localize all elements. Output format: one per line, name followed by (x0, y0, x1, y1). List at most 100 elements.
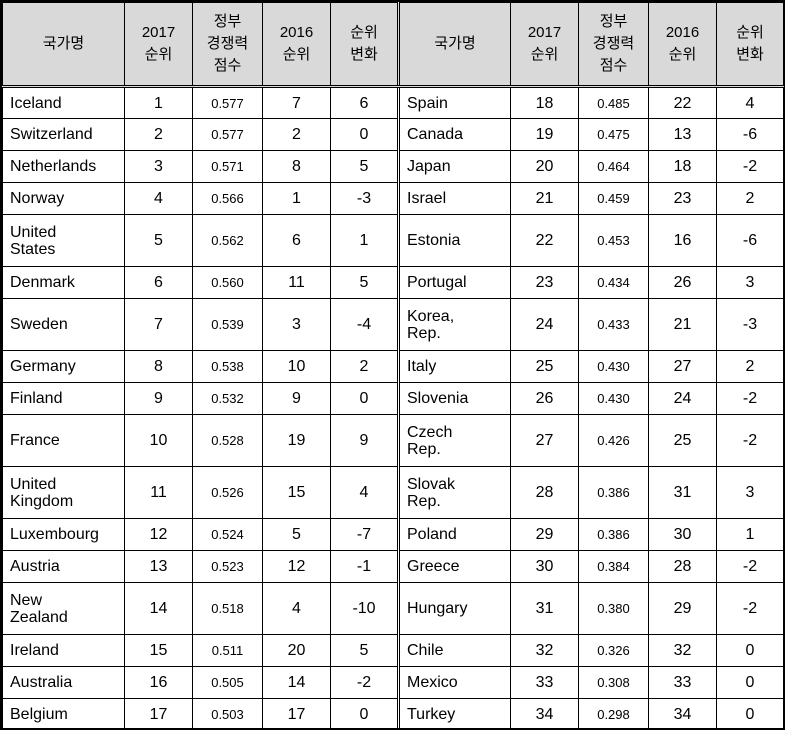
header-rank-2017: 2017 순위 (510, 2, 579, 88)
score-cell: 0.532 (192, 382, 263, 415)
rank-change-cell: -2 (716, 550, 784, 583)
rank-change-cell: -10 (330, 582, 399, 635)
rank-2016-cell: 29 (648, 582, 717, 635)
rank-change-cell: 9 (330, 414, 399, 467)
score-cell: 0.430 (578, 350, 649, 383)
country-name-line: Netherlands (10, 158, 97, 175)
text-line: 2017 (141, 24, 176, 41)
text-line: 2017 (527, 24, 562, 41)
country-name-line: Italy (407, 358, 437, 375)
rank-change-cell: 0 (330, 118, 399, 151)
country-cell: Poland (397, 518, 511, 551)
rank-2017-cell: 26 (510, 382, 579, 415)
text-line: 점수 (599, 57, 628, 74)
country-name-line: Finland (10, 390, 63, 407)
rank-2017-cell: 27 (510, 414, 579, 467)
country-cell: Israel (397, 182, 511, 215)
rank-change-cell: -6 (716, 118, 784, 151)
table-row: Ireland 15 0.511 20 5 Chile 32 0.326 32 0 (2, 634, 784, 667)
rank-2017-cell: 20 (510, 150, 579, 183)
rank-2016-cell: 24 (648, 382, 717, 415)
rank-2017-cell: 11 (124, 466, 193, 519)
country-cell: Mexico (397, 666, 511, 699)
rank-change-cell: 2 (330, 350, 399, 383)
score-cell: 0.528 (192, 414, 263, 467)
rank-2017-cell: 15 (124, 634, 193, 667)
country-cell: France (2, 414, 125, 467)
country-name-line: Ireland (10, 642, 59, 659)
country-name-line: Korea, (407, 307, 455, 325)
text-line: 정부 (213, 13, 242, 30)
country-cell: Hungary (397, 582, 511, 635)
score-cell: 0.426 (578, 414, 649, 467)
rank-2017-cell: 32 (510, 634, 579, 667)
header-country: 국가명 (397, 2, 511, 88)
rank-change-cell: 1 (330, 214, 399, 267)
country-cell: Slovenia (397, 382, 511, 415)
country-cell: Estonia (397, 214, 511, 267)
country-name-line: Slovenia (407, 390, 469, 407)
rank-change-cell: -7 (330, 518, 399, 551)
score-cell: 0.475 (578, 118, 649, 151)
country-name-line: Hungary (407, 600, 468, 617)
score-cell: 0.511 (192, 634, 263, 667)
score-cell: 0.524 (192, 518, 263, 551)
rank-change-cell: 4 (330, 466, 399, 519)
rank-2016-cell: 21 (648, 298, 717, 351)
rank-2017-cell: 14 (124, 582, 193, 635)
table-row: Belgium 17 0.503 17 0 Turkey 34 0.298 34 0 (2, 698, 784, 730)
text-line: 순위 (668, 46, 697, 63)
rank-2016-cell: 17 (262, 698, 331, 730)
rank-2016-cell: 20 (262, 634, 331, 667)
score-cell: 0.577 (192, 118, 263, 151)
rank-2017-cell: 33 (510, 666, 579, 699)
rank-2016-cell: 11 (262, 266, 331, 299)
rank-2016-cell: 6 (262, 214, 331, 267)
score-cell: 0.386 (578, 466, 649, 519)
country-cell: Canada (397, 118, 511, 151)
country-cell: Netherlands (2, 150, 125, 183)
text-line: 2016 (665, 24, 700, 41)
rank-change-cell: 0 (716, 666, 784, 699)
rank-2017-cell: 30 (510, 550, 579, 583)
header-score: 정부 경쟁력 점수 (578, 2, 649, 88)
rank-2017-cell: 1 (124, 86, 193, 119)
country-name-line: Germany (10, 358, 76, 375)
rank-2016-cell: 23 (648, 182, 717, 215)
country-name-line: United (10, 223, 57, 241)
country-name-line: Poland (407, 526, 457, 543)
rank-2017-cell: 6 (124, 266, 193, 299)
text-line: 순위 (144, 46, 173, 63)
rank-2016-cell: 22 (648, 86, 717, 119)
header-rank-2016: 2016 순위 (262, 2, 331, 88)
rank-2016-cell: 1 (262, 182, 331, 215)
rank-2016-cell: 12 (262, 550, 331, 583)
rank-2016-cell: 33 (648, 666, 717, 699)
country-cell: United States (2, 214, 125, 267)
country-name-line: Rep. (407, 324, 441, 342)
rank-change-cell: -2 (716, 150, 784, 183)
text-line: 순위 (530, 46, 559, 63)
country-name-line: Mexico (407, 674, 458, 691)
country-cell: Iceland (2, 86, 125, 119)
score-cell: 0.308 (578, 666, 649, 699)
rank-2017-cell: 22 (510, 214, 579, 267)
text-line: 순위 (736, 24, 764, 41)
country-name-line: United (10, 475, 57, 493)
rank-change-cell: 1 (716, 518, 784, 551)
country-cell: Norway (2, 182, 125, 215)
country-name-line: Chile (407, 642, 444, 659)
rank-change-cell: 3 (716, 266, 784, 299)
rank-2016-cell: 25 (648, 414, 717, 467)
rank-2017-cell: 19 (510, 118, 579, 151)
country-name-line: Turkey (407, 705, 456, 723)
country-cell: Ireland (2, 634, 125, 667)
rank-2017-cell: 7 (124, 298, 193, 351)
country-cell: Greece (397, 550, 511, 583)
rank-2017-cell: 8 (124, 350, 193, 383)
rank-2016-cell: 28 (648, 550, 717, 583)
rank-2016-cell: 26 (648, 266, 717, 299)
score-cell: 0.577 (192, 86, 263, 119)
rank-2016-cell: 16 (648, 214, 717, 267)
